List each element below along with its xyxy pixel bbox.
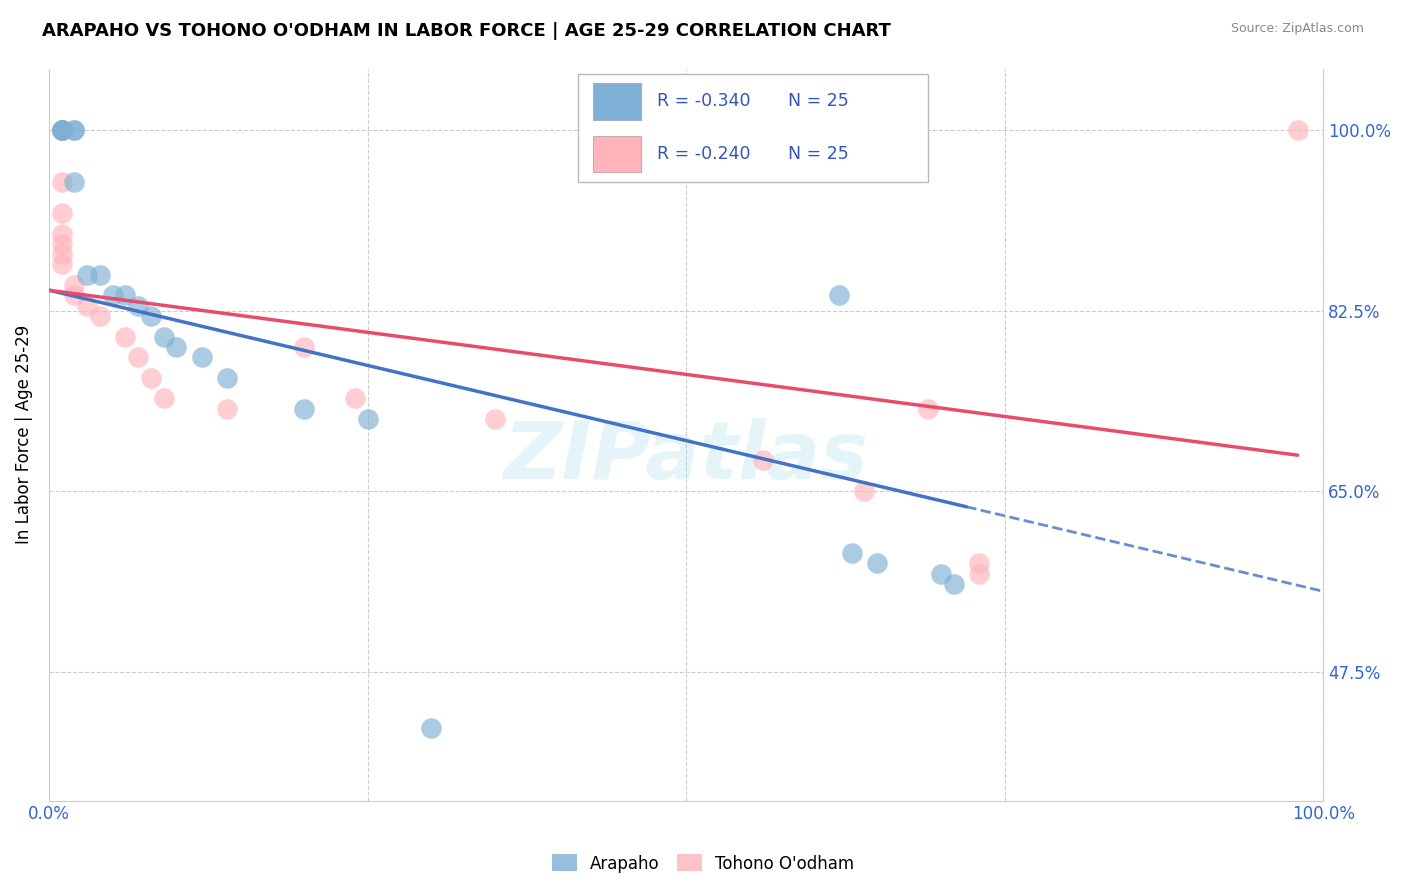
Point xyxy=(101,288,124,302)
Point xyxy=(89,268,111,282)
Point xyxy=(76,268,98,282)
Point xyxy=(76,299,98,313)
Point xyxy=(828,288,851,302)
Point xyxy=(127,299,149,313)
Point xyxy=(191,350,214,364)
Point xyxy=(114,288,136,302)
Point xyxy=(152,329,174,343)
Point xyxy=(217,401,239,416)
Point xyxy=(751,453,773,467)
Point xyxy=(51,123,73,137)
Point xyxy=(484,412,506,426)
Point xyxy=(127,350,149,364)
Point xyxy=(343,392,366,406)
Point xyxy=(51,257,73,271)
Point xyxy=(420,722,443,736)
Point xyxy=(63,123,86,137)
Point xyxy=(63,175,86,189)
Point xyxy=(292,340,315,354)
Point xyxy=(217,371,239,385)
Point xyxy=(139,309,162,323)
Point xyxy=(51,175,73,189)
Point xyxy=(51,247,73,261)
Point xyxy=(866,557,889,571)
Text: N = 25: N = 25 xyxy=(787,145,849,163)
Point xyxy=(63,123,86,137)
Point xyxy=(51,206,73,220)
Point xyxy=(853,484,876,499)
Point xyxy=(917,401,939,416)
FancyBboxPatch shape xyxy=(593,136,641,172)
Y-axis label: In Labor Force | Age 25-29: In Labor Force | Age 25-29 xyxy=(15,325,32,544)
Point xyxy=(967,566,990,581)
Text: ZIPatlas: ZIPatlas xyxy=(503,417,869,496)
Point xyxy=(114,329,136,343)
Point xyxy=(152,392,174,406)
Point xyxy=(51,123,73,137)
Point xyxy=(292,401,315,416)
Point xyxy=(165,340,187,354)
Legend: Arapaho, Tohono O'odham: Arapaho, Tohono O'odham xyxy=(546,847,860,880)
Text: R = -0.340: R = -0.340 xyxy=(657,93,751,111)
Point xyxy=(929,566,952,581)
Text: Source: ZipAtlas.com: Source: ZipAtlas.com xyxy=(1230,22,1364,36)
Point xyxy=(51,123,73,137)
Text: R = -0.240: R = -0.240 xyxy=(657,145,751,163)
Point xyxy=(356,412,378,426)
Point xyxy=(63,288,86,302)
Text: N = 25: N = 25 xyxy=(787,93,849,111)
Point xyxy=(841,546,863,560)
Point xyxy=(51,123,73,137)
Point xyxy=(51,236,73,251)
Point xyxy=(51,123,73,137)
FancyBboxPatch shape xyxy=(593,83,641,120)
Point xyxy=(967,557,990,571)
Point xyxy=(942,577,965,591)
Point xyxy=(139,371,162,385)
Text: ARAPAHO VS TOHONO O'ODHAM IN LABOR FORCE | AGE 25-29 CORRELATION CHART: ARAPAHO VS TOHONO O'ODHAM IN LABOR FORCE… xyxy=(42,22,891,40)
Point xyxy=(51,227,73,241)
FancyBboxPatch shape xyxy=(578,74,928,182)
Point xyxy=(63,278,86,293)
Point xyxy=(1286,123,1309,137)
Point xyxy=(89,309,111,323)
